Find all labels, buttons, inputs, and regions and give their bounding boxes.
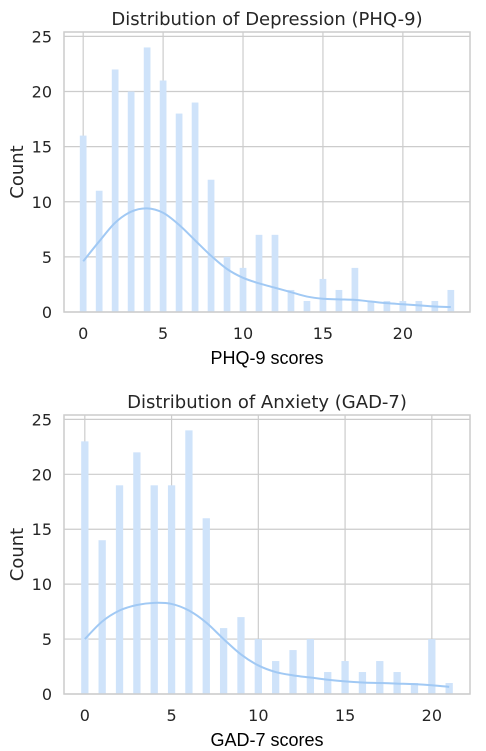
x-tick-label: 5	[158, 324, 168, 343]
histogram-bar	[415, 300, 423, 312]
histogram-bar	[175, 113, 183, 313]
histogram-bar	[271, 234, 279, 312]
histogram-bar	[445, 683, 453, 694]
histogram-bar	[255, 234, 263, 312]
x-tick-label: 15	[313, 324, 333, 343]
histogram-bar	[81, 441, 89, 694]
y-tick-label: 20	[32, 465, 52, 484]
y-tick-label: 0	[42, 303, 52, 322]
histogram-bar	[150, 485, 158, 694]
histogram-bar	[399, 300, 407, 312]
x-tick-label: 0	[80, 706, 90, 725]
y-tick-label: 0	[42, 685, 52, 704]
histogram-bar	[223, 256, 231, 312]
chart-panel-1: 0 5 10 15 20 25 0 5 10 15 20 Distribution of Depres…	[7, 9, 471, 368]
histogram-bar	[202, 518, 210, 694]
y-axis-label: Count	[7, 528, 28, 581]
histogram-bar	[98, 540, 106, 694]
kde-curve	[82, 207, 451, 309]
histogram-bar	[115, 485, 124, 694]
plot-frame	[63, 31, 471, 313]
histogram-bar	[272, 661, 280, 694]
histogram-bar	[79, 135, 87, 312]
y-tick-label: 10	[32, 193, 52, 212]
x-tick-label: 20	[393, 324, 413, 343]
y-tick-label: 5	[42, 248, 52, 267]
histogram-bar	[383, 300, 391, 312]
y-tick-label: 25	[32, 27, 52, 46]
histogram-bar	[185, 430, 193, 694]
x-axis-label: GAD-7 scores	[210, 730, 323, 750]
x-tick-label: 10	[248, 706, 268, 725]
y-tick-label: 5	[42, 630, 52, 649]
histogram-bar	[133, 452, 141, 694]
histogram-bar	[306, 639, 315, 694]
histogram-bar	[159, 80, 167, 312]
histogram-bar	[167, 485, 176, 694]
x-tick-label: 0	[78, 324, 88, 343]
histogram-bar	[428, 639, 436, 694]
y-tick-label: 15	[32, 520, 52, 539]
kde-curve	[84, 601, 450, 688]
histogram-bar	[143, 47, 151, 312]
x-tick-label: 15	[335, 706, 355, 725]
histogram-bar	[447, 289, 455, 312]
histogram-bar	[319, 278, 327, 312]
histogram-bar	[324, 672, 332, 694]
histogram-bar	[219, 628, 228, 694]
y-tick-label: 20	[32, 83, 52, 102]
histogram-bar	[207, 179, 215, 312]
y-axis-label: Count	[7, 145, 28, 198]
chart-title: Distribution of Depression (PHQ-9)	[111, 9, 422, 30]
histogram-bar	[95, 190, 103, 312]
y-tick-label: 25	[32, 410, 52, 429]
histogram-bar	[367, 300, 375, 312]
plot-frame	[63, 414, 471, 695]
y-tick-label: 15	[32, 138, 52, 157]
histogram-bar	[410, 683, 419, 694]
x-tick-label: 10	[233, 324, 253, 343]
histogram-bar	[127, 91, 135, 312]
histogram-bar	[351, 267, 359, 312]
x-tick-label: 5	[166, 706, 176, 725]
chart-panel-2: 0 5 10 15 20 25 0 5 10 15 20 Distribution of Anxiet…	[7, 392, 471, 750]
histogram-bar	[289, 650, 297, 694]
histogram-bar	[303, 300, 311, 312]
histogram-bar	[239, 267, 247, 312]
y-tick-label: 10	[32, 575, 52, 594]
x-axis-label: PHQ-9 scores	[210, 348, 323, 368]
histogram-bar	[335, 289, 343, 312]
histogram-bar	[341, 661, 349, 694]
histogram-bar	[287, 289, 295, 312]
histogram-bar	[191, 102, 199, 312]
histogram-bar	[376, 661, 384, 694]
x-tick-label: 20	[422, 706, 442, 725]
chart-title: Distribution of Anxiety (GAD-7)	[127, 392, 407, 413]
histogram-bar	[111, 69, 119, 312]
